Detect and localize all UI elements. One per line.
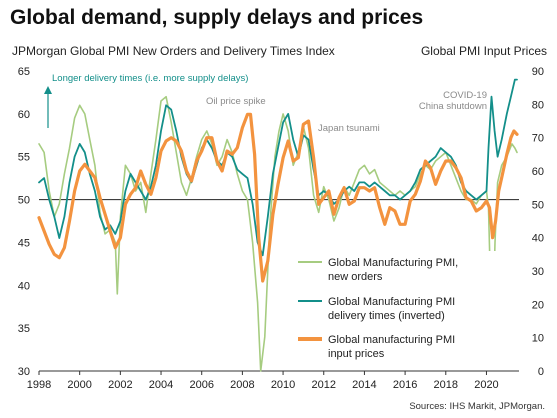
legend-label-input-prices-2: input prices bbox=[328, 348, 385, 360]
annotation-layer: Longer delivery times (i.e. more supply … bbox=[44, 73, 487, 134]
x-tick-label: 2002 bbox=[108, 379, 132, 391]
y-right-tick-label: 60 bbox=[532, 166, 544, 178]
legend-label-input-prices-1: Global manufacturing PMI bbox=[328, 334, 455, 346]
x-tick-label: 2018 bbox=[434, 379, 458, 391]
y-left-tick-label: 65 bbox=[18, 66, 30, 78]
x-tick-label: 2020 bbox=[474, 379, 498, 391]
y-left-tick-label: 30 bbox=[18, 366, 30, 378]
covid-label-line1: COVID-19 bbox=[443, 90, 487, 101]
source-note: Sources: IHS Markit, JPMorgan. bbox=[409, 401, 545, 412]
covid-label-line2: China shutdown bbox=[419, 101, 487, 112]
x-tick-label: 2004 bbox=[149, 379, 173, 391]
y-right-tick-label: 30 bbox=[532, 266, 544, 278]
axes-layer: 1998 2000 2002 2004 2006 2008 2010 2012 2014 2016… bbox=[18, 66, 544, 391]
legend-background bbox=[296, 251, 496, 363]
delivery-arrow-head bbox=[44, 86, 52, 94]
left-axis-title: JPMorgan Global PMI New Orders and Deliv… bbox=[12, 44, 335, 58]
x-tick-label: 2012 bbox=[312, 379, 336, 391]
x-tick-label: 2008 bbox=[230, 379, 254, 391]
y-right-tick-label: 0 bbox=[538, 366, 544, 378]
y-right-tick-label: 50 bbox=[532, 199, 544, 211]
y-right-tick-label: 90 bbox=[532, 66, 544, 78]
y-left-tick-label: 50 bbox=[18, 195, 30, 207]
y-left-tick-label: 45 bbox=[18, 237, 30, 249]
x-tick-label: 2010 bbox=[271, 379, 295, 391]
y-left-tick-label: 55 bbox=[18, 152, 30, 164]
series-line-delivery-times bbox=[38, 78, 518, 257]
y-left-tick-label: 40 bbox=[18, 280, 30, 292]
delivery-arrow-label: Longer delivery times (i.e. more supply … bbox=[52, 73, 248, 84]
legend-label-delivery-times-1: Global Manufacturing PMI bbox=[328, 296, 455, 308]
y-left-tick-label: 60 bbox=[18, 109, 30, 121]
y-right-tick-label: 10 bbox=[532, 333, 544, 345]
series-layer bbox=[37, 78, 519, 372]
y-right-tick-label: 70 bbox=[532, 133, 544, 145]
right-axis-title: Global PMI Input Prices bbox=[420, 44, 547, 58]
y-right-tick-label: 20 bbox=[532, 299, 544, 311]
x-tick-label: 2006 bbox=[189, 379, 213, 391]
y-right-tick-label: 80 bbox=[532, 99, 544, 111]
legend: Global Manufacturing PMI, new orders Glo… bbox=[296, 251, 496, 363]
chart-title: Global demand, supply delays and prices bbox=[10, 6, 424, 29]
legend-label-new-orders-1: Global Manufacturing PMI, bbox=[328, 257, 458, 269]
series-line-input-prices bbox=[37, 112, 519, 283]
oil-spike-label: Oil price spike bbox=[206, 96, 266, 107]
y-right-tick-label: 40 bbox=[532, 233, 544, 245]
x-tick-label: 1998 bbox=[27, 379, 51, 391]
y-left-tick-label: 35 bbox=[18, 323, 30, 335]
legend-label-delivery-times-2: delivery times (inverted) bbox=[328, 310, 445, 322]
x-tick-label: 2014 bbox=[352, 379, 376, 391]
x-tick-label: 2000 bbox=[67, 379, 91, 391]
legend-label-new-orders-2: new orders bbox=[328, 271, 383, 283]
japan-tsunami-label: Japan tsunami bbox=[318, 123, 380, 134]
x-tick-label: 2016 bbox=[393, 379, 417, 391]
